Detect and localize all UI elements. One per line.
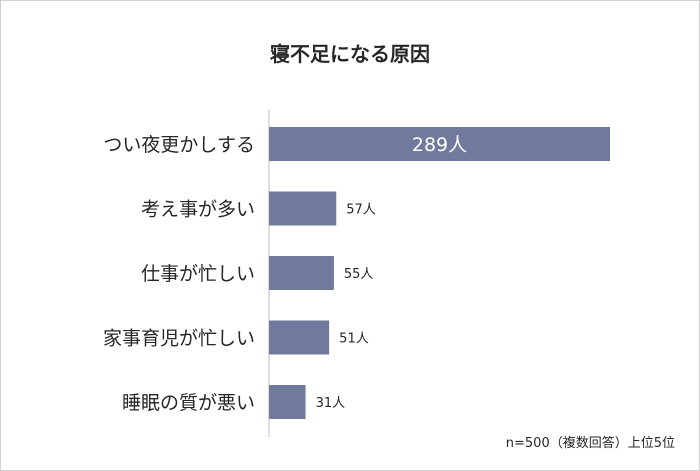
category-label: 家事育児が忙しい [103, 328, 255, 350]
data-label: 31人 [316, 396, 346, 411]
bar [269, 320, 330, 355]
category-label: 睡眠の質が悪い [122, 392, 255, 414]
data-label: 289人 [412, 134, 467, 156]
category-label: 仕事が忙しい [141, 263, 255, 285]
bar [269, 127, 610, 161]
chart-title: 寝不足になる原因 [270, 42, 430, 66]
category-label: つい夜更かしする [103, 134, 255, 156]
sample-note: n=500（複数回答）上位5位 [506, 435, 675, 451]
bar [269, 191, 337, 226]
data-label: 57人 [346, 203, 376, 218]
bar [269, 256, 334, 290]
data-label: 55人 [344, 267, 374, 282]
data-label: 51人 [339, 332, 369, 347]
bar [269, 385, 306, 419]
category-label: 考え事が多い [141, 199, 255, 221]
